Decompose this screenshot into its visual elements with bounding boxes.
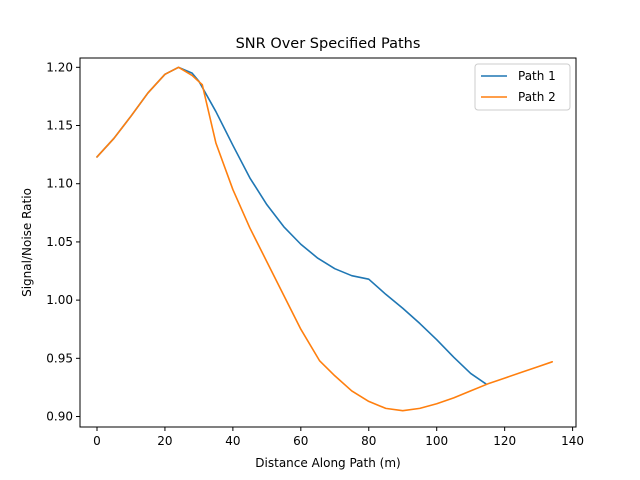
x-tick-label: 40 [225,434,240,448]
y-tick-label: 1.10 [46,177,73,191]
x-tick-label: 60 [293,434,308,448]
y-tick-label: 0.95 [46,351,73,365]
y-tick-label: 1.15 [46,119,73,133]
y-tick-label: 1.05 [46,235,73,249]
plot-area [96,66,554,412]
x-tick-label: 80 [361,434,376,448]
y-tick-label: 1.00 [46,293,73,307]
legend-label-path-1: Path 1 [518,69,556,83]
x-tick-label: 20 [157,434,172,448]
legend-label-path-2: Path 2 [518,90,556,104]
series-line-path-2 [96,66,554,412]
x-tick-label: 100 [425,434,448,448]
y-axis-label: Signal/Noise Ratio [20,188,34,297]
x-tick-label: 120 [493,434,516,448]
x-tick-label: 140 [561,434,584,448]
y-axis-ticks: 0.90 0.95 1.00 1.05 1.10 1.15 1.20 [46,60,80,424]
y-tick-label: 1.20 [46,60,73,74]
x-axis-label: Distance Along Path (m) [255,456,400,470]
axes-frame [79,57,577,428]
x-tick-label: 0 [93,434,101,448]
y-tick-label: 0.90 [46,410,73,424]
x-axis-ticks: 0 20 40 60 80 100 120 140 [93,427,584,448]
legend: Path 1 Path 2 [474,63,571,111]
chart-title: SNR Over Specified Paths [236,36,421,52]
